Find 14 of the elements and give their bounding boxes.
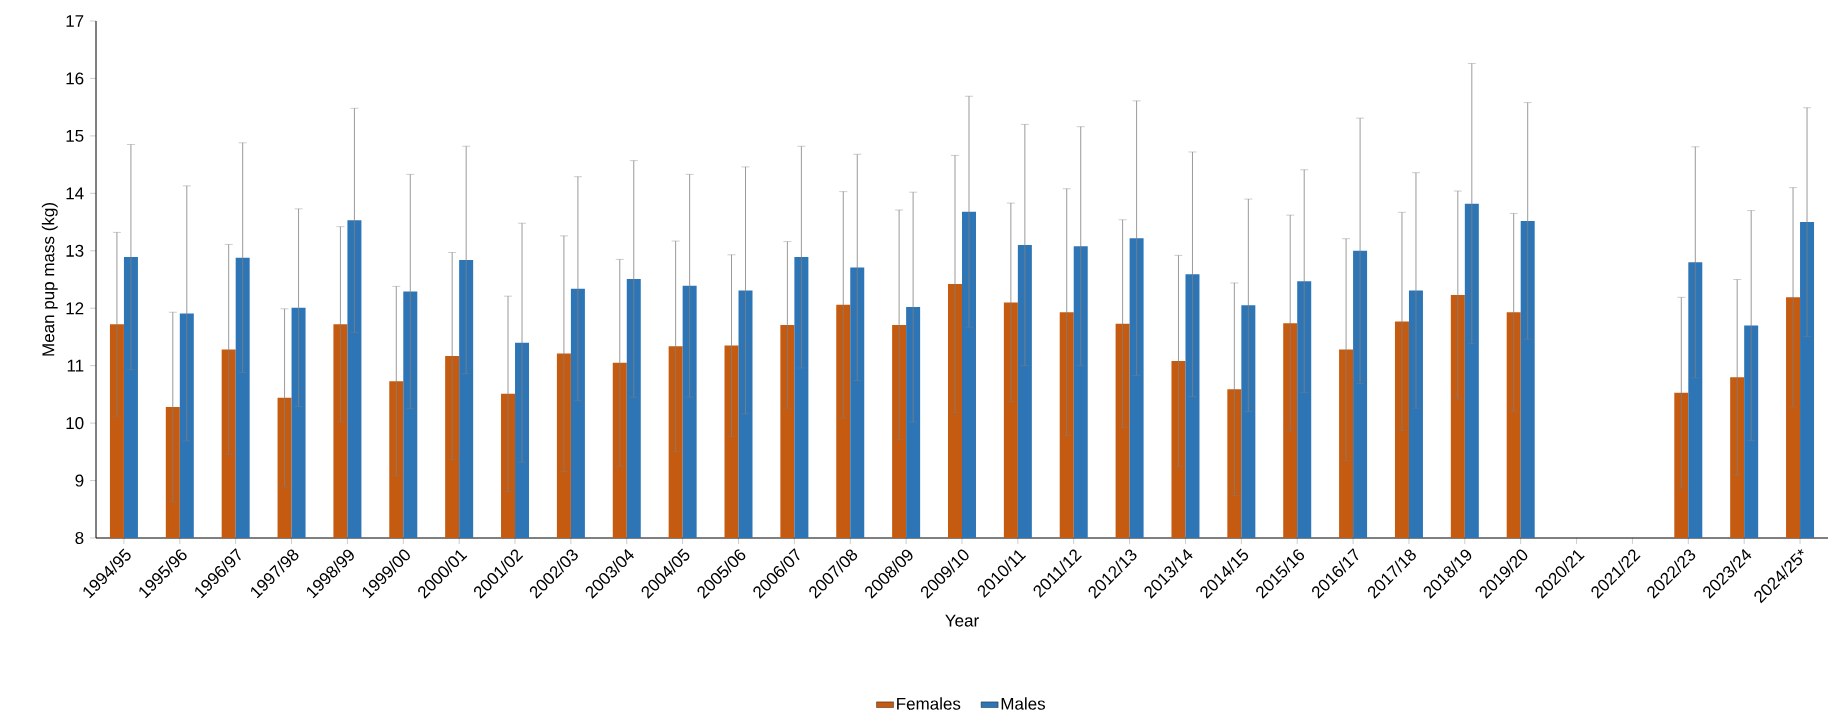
- y-tick-label: 12: [66, 302, 84, 315]
- y-axis-title: Mean pup mass (kg): [41, 203, 58, 356]
- legend-label: Females: [897, 697, 961, 710]
- y-tick-label: 10: [66, 417, 84, 430]
- x-axis-title: Year: [945, 614, 979, 627]
- y-tick-label: 17: [66, 15, 84, 27]
- y-tick-label: 13: [66, 244, 84, 257]
- y-tick-label: 16: [66, 72, 84, 85]
- y-tick-label: 9: [75, 474, 84, 487]
- y-tick-label: 14: [66, 187, 84, 200]
- y-tick-label: 8: [75, 531, 84, 545]
- legend-label: Males: [1001, 697, 1046, 710]
- y-tick-label: 11: [67, 359, 84, 372]
- y-tick-label: 15: [66, 129, 84, 142]
